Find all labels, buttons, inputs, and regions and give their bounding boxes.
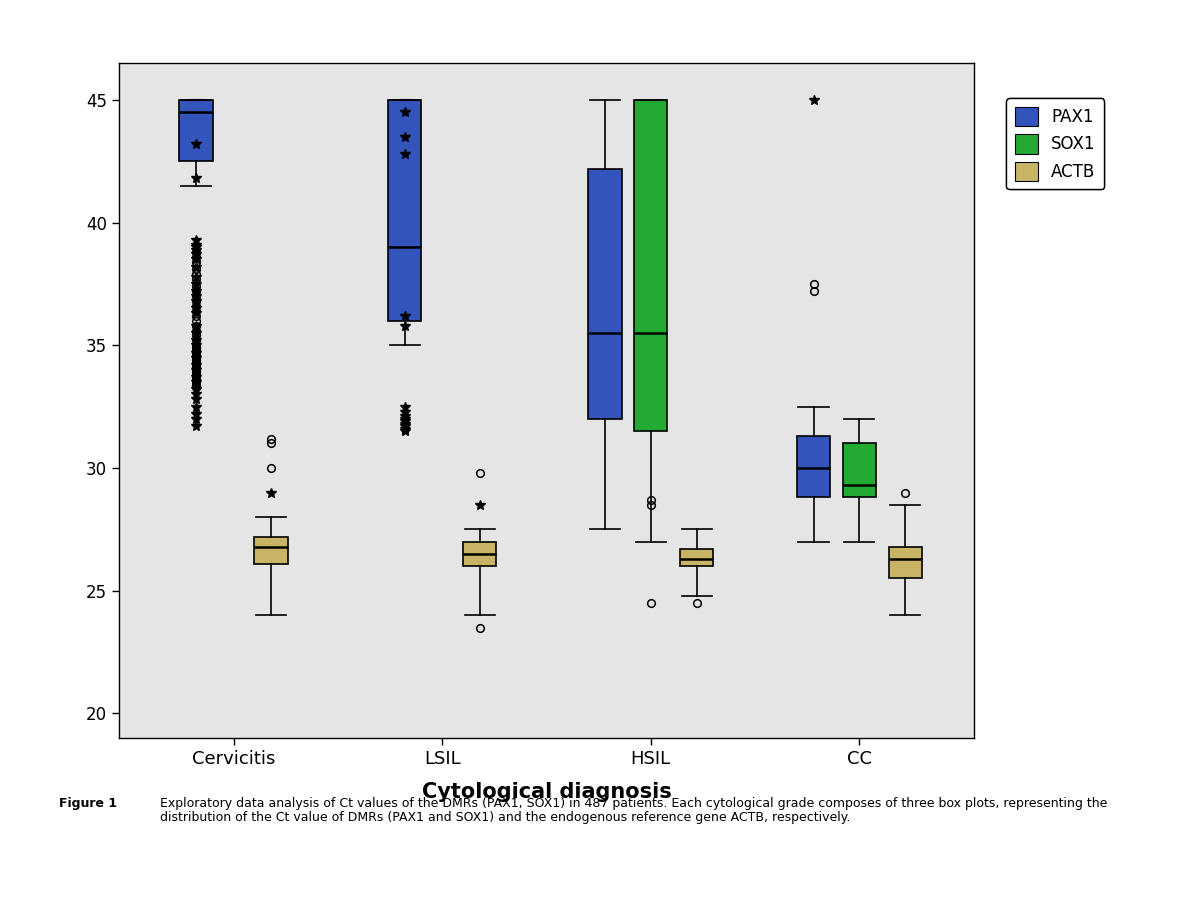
- Bar: [588, 168, 621, 418]
- Text: Exploratory data analysis of Ct values of the DMRs (PAX1, SOX1) in 487 patients.: Exploratory data analysis of Ct values o…: [160, 796, 1107, 824]
- Bar: [388, 100, 422, 320]
- Bar: [463, 542, 497, 566]
- X-axis label: Cytological diagnosis: Cytological diagnosis: [422, 782, 671, 802]
- Bar: [634, 100, 668, 431]
- Bar: [680, 549, 713, 566]
- Bar: [254, 536, 287, 563]
- Legend: PAX1, SOX1, ACTB: PAX1, SOX1, ACTB: [1006, 98, 1104, 189]
- Bar: [842, 444, 876, 498]
- Bar: [179, 100, 213, 161]
- Bar: [797, 436, 830, 498]
- Bar: [889, 546, 922, 579]
- Text: Figure 1: Figure 1: [59, 796, 118, 809]
